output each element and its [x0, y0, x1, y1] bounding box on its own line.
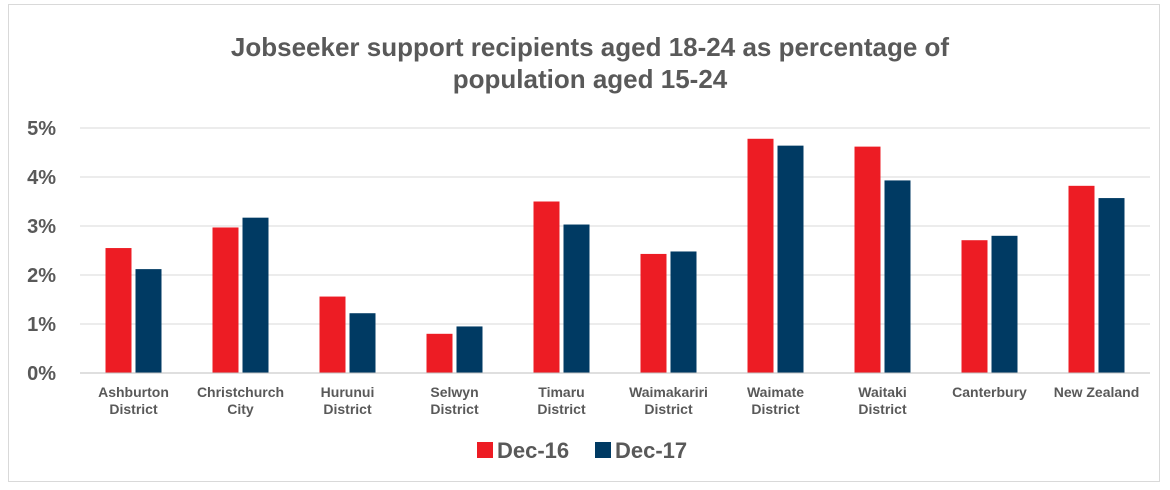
- bar-dec-17: [135, 269, 162, 373]
- bar-dec-17: [991, 235, 1018, 373]
- bar-dec-16: [1068, 185, 1095, 373]
- bar-dec-17: [1098, 198, 1125, 373]
- chart-title-line-1: Jobseeker support recipients aged 18-24 …: [231, 32, 950, 62]
- x-tick-label: District: [323, 401, 372, 417]
- x-tick-label: Canterbury: [952, 384, 1027, 400]
- bar-dec-17: [777, 145, 804, 373]
- chart-title-line-2: population aged 15-24: [453, 64, 728, 94]
- bar-dec-17: [670, 251, 697, 373]
- x-tick-label: Ashburton: [98, 384, 169, 400]
- bars: [105, 138, 1125, 373]
- x-tick-label: New Zealand: [1054, 384, 1140, 400]
- bar-dec-17: [349, 313, 376, 373]
- x-tick-label: Hurunui: [321, 384, 375, 400]
- y-tick-label: 0%: [27, 363, 56, 385]
- legend-swatch: [595, 442, 611, 458]
- x-tick-label: District: [858, 401, 907, 417]
- x-tick-label: Waimakariri: [629, 384, 708, 400]
- bar-dec-17: [884, 180, 911, 373]
- bar-dec-16: [961, 240, 988, 373]
- bar-dec-16: [533, 201, 560, 373]
- bar-dec-16: [747, 138, 774, 373]
- bar-dec-16: [426, 333, 453, 373]
- bar-dec-17: [563, 224, 590, 373]
- chart-title: Jobseeker support recipients aged 18-24 …: [231, 32, 950, 94]
- bar-dec-16: [640, 253, 667, 373]
- y-tick-label: 1%: [27, 314, 56, 336]
- x-tick-label: District: [109, 401, 158, 417]
- y-tick-label: 3%: [27, 216, 56, 238]
- x-tick-label: District: [751, 401, 800, 417]
- x-tick-label: District: [430, 401, 479, 417]
- legend-swatch: [477, 442, 493, 458]
- bar-dec-16: [854, 146, 881, 373]
- x-tick-label: Christchurch: [197, 384, 284, 400]
- x-tick-label: Selwyn: [430, 384, 478, 400]
- x-tick-label: City: [227, 401, 254, 417]
- bar-dec-16: [319, 296, 346, 373]
- x-tick-label: Timaru: [538, 384, 584, 400]
- x-tick-label: District: [644, 401, 693, 417]
- y-tick-label: 5%: [27, 118, 56, 140]
- x-tick-label: Waimate: [747, 384, 804, 400]
- y-tick-label: 2%: [27, 265, 56, 287]
- x-tick-label: Waitaki: [858, 384, 907, 400]
- legend: Dec-16 Dec-17: [477, 438, 687, 463]
- legend-label: Dec-16: [497, 438, 569, 463]
- bar-dec-16: [105, 248, 132, 373]
- bar-dec-17: [242, 217, 269, 373]
- legend-label: Dec-17: [615, 438, 687, 463]
- y-tick-label: 4%: [27, 167, 56, 189]
- bar-dec-17: [456, 326, 483, 373]
- bar-dec-16: [212, 227, 239, 373]
- x-tick-label: District: [537, 401, 586, 417]
- gridlines: [80, 127, 1150, 325]
- y-axis-tick-labels: 0% 1% 2% 3% 4% 5%: [27, 118, 56, 385]
- x-axis-tick-labels: AshburtonDistrictChristchurchCityHurunui…: [98, 384, 1139, 417]
